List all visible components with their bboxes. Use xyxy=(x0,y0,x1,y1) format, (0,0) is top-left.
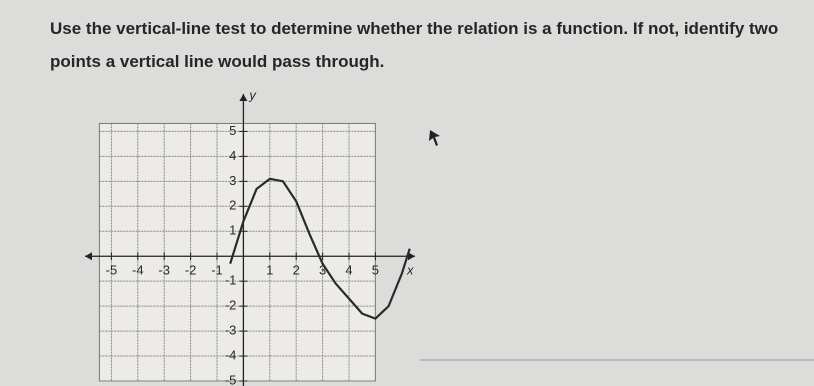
y-tick-label: 2 xyxy=(229,198,236,213)
x-tick-label: -1 xyxy=(211,263,223,278)
y-tick-label: 3 xyxy=(229,173,236,188)
y-tick-label: -1 xyxy=(225,273,237,288)
y-tick-label: -3 xyxy=(225,323,237,338)
x-tick-label: -4 xyxy=(132,263,144,278)
x-tick-label: 2 xyxy=(293,263,300,278)
curve xyxy=(229,177,411,320)
plot-area xyxy=(98,122,376,382)
x-tick-label: -2 xyxy=(185,263,197,278)
x-tick-label: 1 xyxy=(266,263,273,278)
y-axis-label: y xyxy=(248,87,257,102)
x-axis-label: x xyxy=(406,263,414,278)
x-tick-label: 3 xyxy=(319,263,326,278)
y-tick-label: -4 xyxy=(225,347,237,362)
y-tick-label: 5 xyxy=(229,123,236,138)
x-tick-label: 4 xyxy=(345,263,352,278)
y-axis-arrow xyxy=(239,94,248,101)
y-tick-label: 4 xyxy=(229,148,236,163)
y-tick-label: -5 xyxy=(225,372,237,386)
question: Use the vertical-line test to determine … xyxy=(50,19,779,71)
y-tick-label: 1 xyxy=(229,223,236,238)
y-tick-label: -2 xyxy=(225,298,237,313)
x-tick-label: 5 xyxy=(372,263,379,278)
x-tick-label: -5 xyxy=(106,263,118,278)
cursor xyxy=(429,130,440,146)
x-tick-label: -3 xyxy=(158,263,170,278)
